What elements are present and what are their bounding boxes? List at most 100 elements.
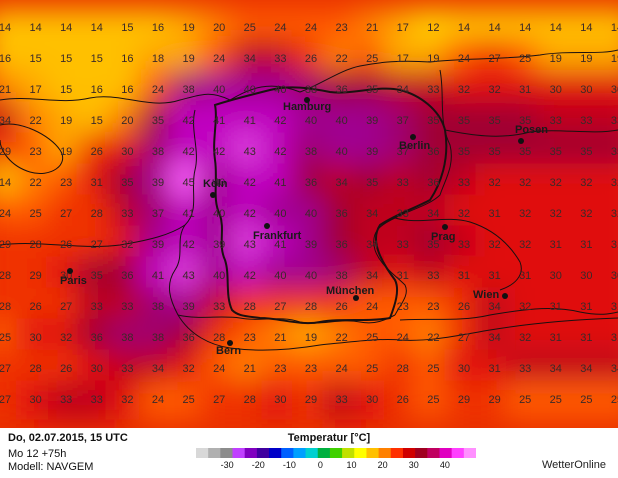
temperature-value: 22 [335, 53, 347, 65]
temperature-value: 30 [274, 394, 286, 406]
footer: Do, 02.07.2015, 15 UTC Mo 12 +75h Modell… [0, 428, 618, 478]
temperature-value: 40 [335, 115, 347, 127]
temperature-value: 26 [458, 301, 470, 313]
temperature-value: 16 [0, 53, 11, 65]
temperature-value: 41 [274, 239, 286, 251]
temperature-value: 35 [427, 239, 439, 251]
temperature-cell [597, 70, 618, 110]
temperature-value: 22 [427, 332, 439, 344]
temperature-value: 22 [29, 115, 41, 127]
city-dot [502, 293, 508, 299]
temperature-value: 28 [29, 239, 41, 251]
temperature-value: 19 [427, 53, 439, 65]
temperature-value: 36 [121, 270, 133, 282]
temperature-value: 35 [366, 177, 378, 189]
temperature-value: 33 [274, 53, 286, 65]
temperature-value: 30 [611, 270, 618, 282]
temperature-value: 17 [29, 84, 41, 96]
temperature-value: 35 [91, 270, 103, 282]
temperature-value: 23 [335, 22, 347, 34]
temperature-value: 27 [488, 53, 500, 65]
temperature-value: 32 [458, 208, 470, 220]
temperature-value: 16 [91, 84, 103, 96]
temperature-value: 29 [305, 394, 317, 406]
temperature-value: 40 [305, 270, 317, 282]
temperature-value: 42 [274, 146, 286, 158]
temperature-value: 42 [182, 146, 194, 158]
temperature-value: 31 [519, 84, 531, 96]
temperature-value: 14 [0, 177, 11, 189]
temperature-value: 33 [397, 239, 409, 251]
temperature-value: 41 [213, 115, 225, 127]
temperature-value: 28 [0, 270, 11, 282]
temperature-value: 41 [152, 270, 164, 282]
temperature-value: 36 [335, 239, 347, 251]
temperature-value: 36 [182, 332, 194, 344]
legend-swatch [232, 448, 246, 458]
temperature-value: 24 [366, 301, 378, 313]
temperature-value: 39 [366, 146, 378, 158]
legend-color-bar [196, 448, 476, 458]
temperature-value: 34 [488, 301, 500, 313]
temperature-value: 31 [91, 177, 103, 189]
legend-swatch [451, 448, 465, 458]
temperature-value: 32 [519, 332, 531, 344]
temperature-value: 30 [121, 146, 133, 158]
temperature-value: 38 [305, 146, 317, 158]
temperature-value: 41 [274, 177, 286, 189]
temperature-value: 23 [305, 363, 317, 375]
temperature-cell [597, 380, 618, 420]
temperature-value: 26 [60, 363, 72, 375]
temperature-value: 41 [182, 208, 194, 220]
temperature-value: 33 [427, 84, 439, 96]
temperature-value: 31 [488, 270, 500, 282]
temperature-value: 32 [519, 239, 531, 251]
temperature-value: 24 [152, 84, 164, 96]
city-dot [410, 134, 416, 140]
temperature-value: 30 [550, 84, 562, 96]
legend-tick: 30 [408, 460, 419, 470]
temperature-map: 14 14 14 14 15 16 19 20 25 24 24 23 21 17 12 14 14 14 14 14… [0, 0, 618, 428]
city-label: Frankfurt [253, 230, 302, 242]
temperature-value: 42 [244, 208, 256, 220]
temperature-value: 42 [244, 270, 256, 282]
temperature-value: 28 [397, 363, 409, 375]
temperature-value: 37 [152, 208, 164, 220]
city-munchen: München [326, 285, 375, 301]
temperature-value: 42 [182, 115, 194, 127]
model-name: Modell: NAVGEM [8, 461, 94, 473]
legend-swatch [390, 448, 404, 458]
temperature-value: 31 [550, 239, 562, 251]
coastline-north [0, 49, 618, 104]
legend-swatch [293, 448, 307, 458]
legend-swatch [196, 448, 209, 458]
temperature-value: 14 [29, 22, 41, 34]
temperature-value: 25 [366, 332, 378, 344]
temperature-value: 30 [580, 270, 592, 282]
temperature-value: 33 [121, 208, 133, 220]
temperature-value: 30 [611, 84, 618, 96]
temperature-value: 24 [458, 53, 470, 65]
temperature-value: 31 [519, 270, 531, 282]
temperature-value: 31 [611, 332, 618, 344]
temperature-value: 36 [305, 177, 317, 189]
temperature-value: 16 [121, 84, 133, 96]
temperature-value: 34 [335, 177, 347, 189]
temperature-value: 34 [397, 84, 409, 96]
city-label: Köln [203, 178, 228, 190]
temperature-value: 25 [244, 22, 256, 34]
legend-tick: 0 [317, 460, 323, 470]
temperature-value: 35 [152, 115, 164, 127]
temperature-value: 14 [91, 22, 103, 34]
temperature-cell [597, 225, 618, 265]
temperature-value: 14 [519, 22, 531, 34]
temperature-value: 32 [519, 208, 531, 220]
temperature-value: 15 [60, 84, 72, 96]
temperature-value: 36 [427, 177, 439, 189]
temperature-value: 43 [182, 270, 194, 282]
temperature-value: 31 [580, 301, 592, 313]
temperature-value: 17 [397, 53, 409, 65]
temperature-value: 21 [244, 363, 256, 375]
temperature-value: 36 [91, 332, 103, 344]
temperature-value: 31 [611, 239, 618, 251]
